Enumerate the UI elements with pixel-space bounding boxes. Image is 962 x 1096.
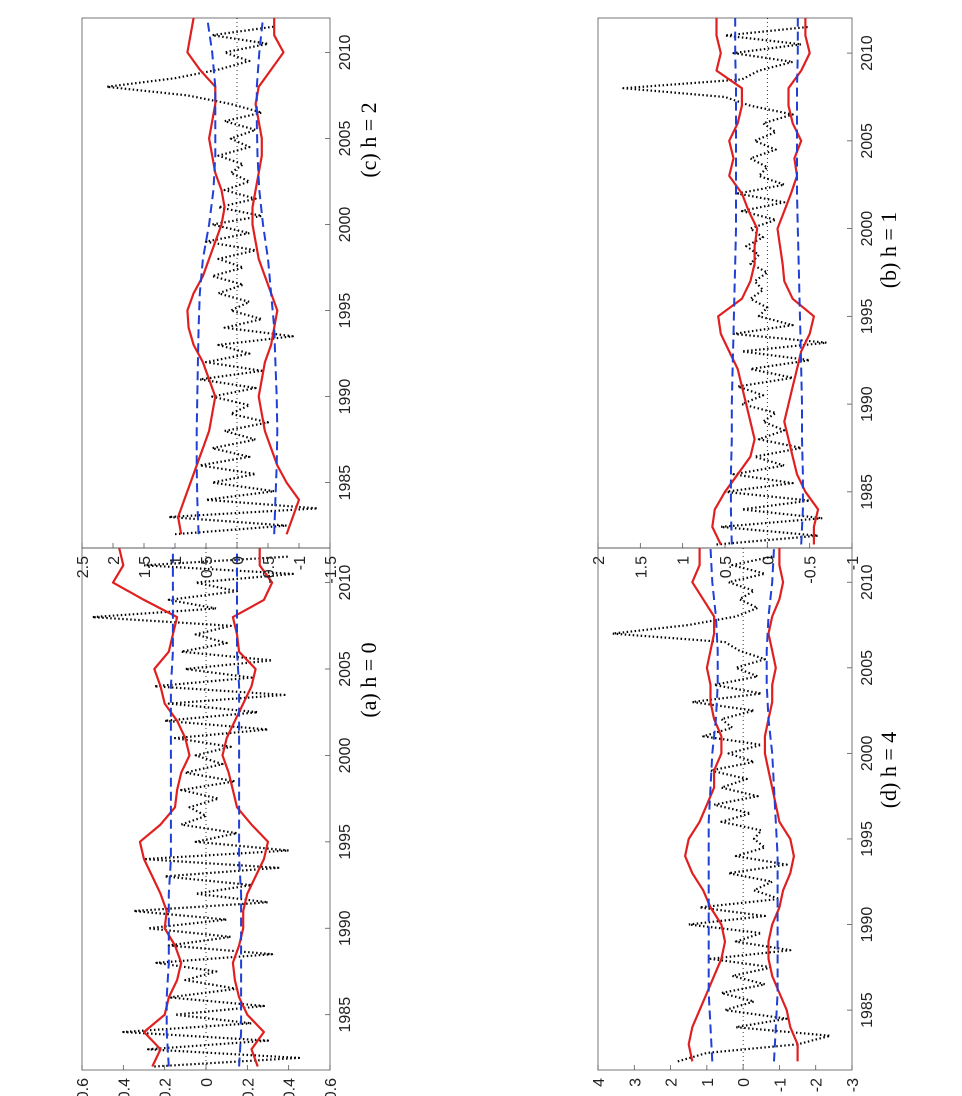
- value-tick-label: 0.6: [75, 1078, 92, 1096]
- series-solid: [111, 547, 191, 1067]
- year-tick-label: 1985: [337, 465, 354, 501]
- year-tick-label: 2010: [337, 565, 354, 601]
- year-tick-label: 1995: [859, 298, 876, 334]
- year-tick-label: 2005: [859, 123, 876, 159]
- year-tick-label: 2000: [859, 211, 876, 247]
- value-tick-label: -0.5: [261, 556, 278, 584]
- value-tick-label: -0.6: [323, 1078, 340, 1096]
- series-dashed: [195, 17, 217, 535]
- year-tick-label: 2010: [859, 35, 876, 71]
- series-dotted: [611, 555, 832, 1063]
- series-dotted: [105, 25, 319, 536]
- panel-b: (b) h = 1 2 1.5 1 0.5 0 -0.5 -1 1985 1990 1995 200…: [591, 17, 901, 584]
- panel-d: (d) h = 4 4 3 2 1 0 -1 -2 -31985199019952000200…: [591, 547, 901, 1092]
- year-tick-label: 1990: [859, 386, 876, 422]
- value-tick-label: 0.5: [718, 556, 735, 578]
- year-tick-label: 1995: [337, 824, 354, 860]
- series-solid: [251, 18, 301, 535]
- series-dashed: [729, 18, 737, 545]
- year-tick-label: 1990: [337, 379, 354, 415]
- value-tick-label: -1: [292, 556, 309, 570]
- series-dashed: [765, 547, 779, 1062]
- panel-a-title: (a) h = 0: [356, 642, 381, 717]
- value-tick-label: -3: [845, 1078, 862, 1092]
- series-dashed: [236, 548, 243, 1067]
- value-tick-label: 2: [106, 556, 123, 565]
- panel-b-title: (b) h = 1: [876, 212, 901, 289]
- year-tick-label: 2005: [337, 651, 354, 687]
- series-dotted: [622, 25, 828, 546]
- value-tick-label: 1.5: [137, 556, 154, 578]
- value-tick-label: -0.4: [282, 1078, 299, 1096]
- value-tick-label: 0: [199, 1078, 216, 1087]
- year-tick-label: 1995: [859, 821, 876, 857]
- year-tick-label: 2010: [337, 35, 354, 71]
- value-tick-label: 0: [736, 1078, 753, 1087]
- value-tick-label: 1.5: [633, 556, 650, 578]
- value-tick-label: 0.5: [199, 556, 216, 578]
- year-tick-label: 1985: [337, 997, 354, 1033]
- series-solid: [763, 548, 799, 1062]
- value-tick-label: 1: [676, 556, 693, 565]
- value-tick-label: -0.5: [803, 556, 820, 584]
- value-tick-label: 0: [230, 556, 247, 565]
- plot-frame: [597, 547, 853, 1071]
- series-dashed: [796, 18, 804, 545]
- year-tick-label: 2005: [859, 650, 876, 686]
- panel-c-title: (c) h = 2: [356, 102, 381, 177]
- value-tick-label: 4: [591, 1078, 608, 1087]
- plot-frame: [81, 17, 331, 549]
- value-tick-label: -1: [845, 556, 862, 570]
- value-tick-label: -2: [809, 1078, 826, 1092]
- value-tick-label: -1.5: [323, 556, 340, 584]
- panel-a: (a) h = 0 0.6 0.4 0.2 0 -0.2 -0.4 -0.6 1985 1990…: [75, 547, 381, 1096]
- value-tick-label: -0.2: [240, 1078, 257, 1096]
- value-tick-label: -1: [772, 1078, 789, 1092]
- value-tick-label: 2: [591, 556, 608, 565]
- series-dashed: [707, 547, 719, 1062]
- value-tick-label: 3: [627, 1078, 644, 1087]
- series-solid: [177, 17, 226, 535]
- year-tick-label: 1985: [859, 992, 876, 1028]
- panel-d-title: (d) h = 4: [876, 732, 901, 809]
- value-tick-label: 2.5: [75, 556, 92, 578]
- value-tick-label: 0: [760, 556, 777, 565]
- series-solid: [776, 18, 820, 545]
- year-tick-label: 2000: [337, 738, 354, 774]
- year-tick-label: 1995: [337, 293, 354, 329]
- value-tick-label: 0.2: [158, 1078, 175, 1096]
- year-tick-label: 2000: [859, 735, 876, 771]
- series-solid: [683, 548, 727, 1062]
- value-tick-label: 2: [664, 1078, 681, 1087]
- series-dashed: [255, 17, 279, 535]
- year-tick-label: 2000: [337, 207, 354, 243]
- series-solid: [221, 548, 274, 1067]
- series-dashed: [165, 548, 174, 1067]
- year-tick-label: 1985: [859, 474, 876, 510]
- year-tick-label: 2005: [337, 121, 354, 157]
- year-tick-label: 2010: [859, 564, 876, 600]
- value-tick-label: 0.4: [116, 1078, 133, 1096]
- plot-frame: [597, 17, 853, 549]
- value-tick-label: 1: [168, 556, 185, 565]
- series-solid: [711, 18, 759, 545]
- year-tick-label: 1990: [859, 907, 876, 943]
- year-tick-label: 1990: [337, 910, 354, 946]
- series-dotted: [91, 555, 301, 1068]
- value-tick-label: 1: [700, 1078, 717, 1087]
- panel-c: (c) h = 2 2.5 2 1.5 1 0.5 0 -0.5 -1 -1.5 1985 1990…: [75, 17, 381, 584]
